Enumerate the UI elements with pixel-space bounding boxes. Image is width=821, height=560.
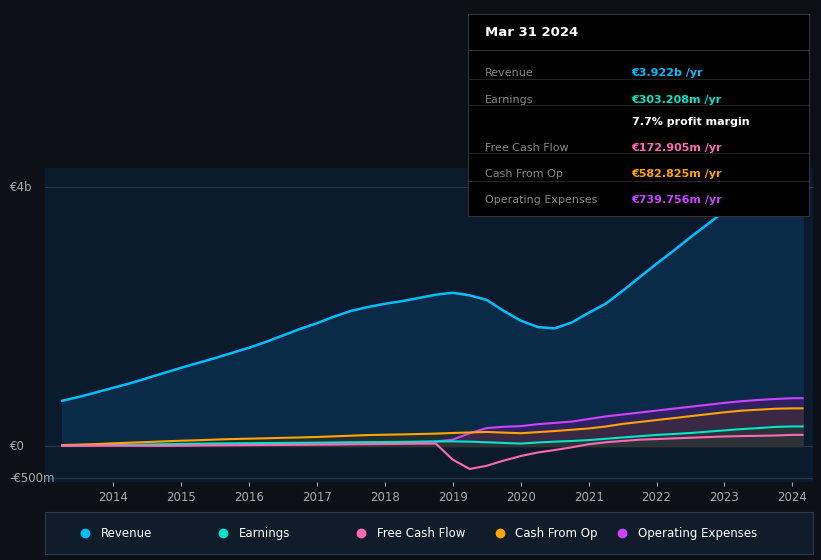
Text: €4b: €4b bbox=[10, 181, 32, 194]
Text: €172.905m /yr: €172.905m /yr bbox=[631, 143, 722, 153]
Text: Free Cash Flow: Free Cash Flow bbox=[377, 527, 466, 540]
Text: €0: €0 bbox=[10, 440, 25, 452]
Text: Earnings: Earnings bbox=[239, 527, 290, 540]
Text: Operating Expenses: Operating Expenses bbox=[485, 195, 598, 206]
Text: €3.922b /yr: €3.922b /yr bbox=[631, 68, 703, 78]
Text: Cash From Op: Cash From Op bbox=[515, 527, 598, 540]
Text: €303.208m /yr: €303.208m /yr bbox=[631, 95, 722, 105]
Text: Cash From Op: Cash From Op bbox=[485, 169, 563, 179]
Text: Free Cash Flow: Free Cash Flow bbox=[485, 143, 569, 153]
Text: €739.756m /yr: €739.756m /yr bbox=[631, 195, 722, 206]
Text: Revenue: Revenue bbox=[485, 68, 534, 78]
Text: -€500m: -€500m bbox=[10, 472, 55, 485]
Text: Operating Expenses: Operating Expenses bbox=[638, 527, 757, 540]
Text: 7.7% profit margin: 7.7% profit margin bbox=[631, 117, 749, 127]
Text: Earnings: Earnings bbox=[485, 95, 534, 105]
Text: Mar 31 2024: Mar 31 2024 bbox=[485, 26, 578, 39]
Text: Revenue: Revenue bbox=[100, 527, 152, 540]
Text: €582.825m /yr: €582.825m /yr bbox=[631, 169, 722, 179]
